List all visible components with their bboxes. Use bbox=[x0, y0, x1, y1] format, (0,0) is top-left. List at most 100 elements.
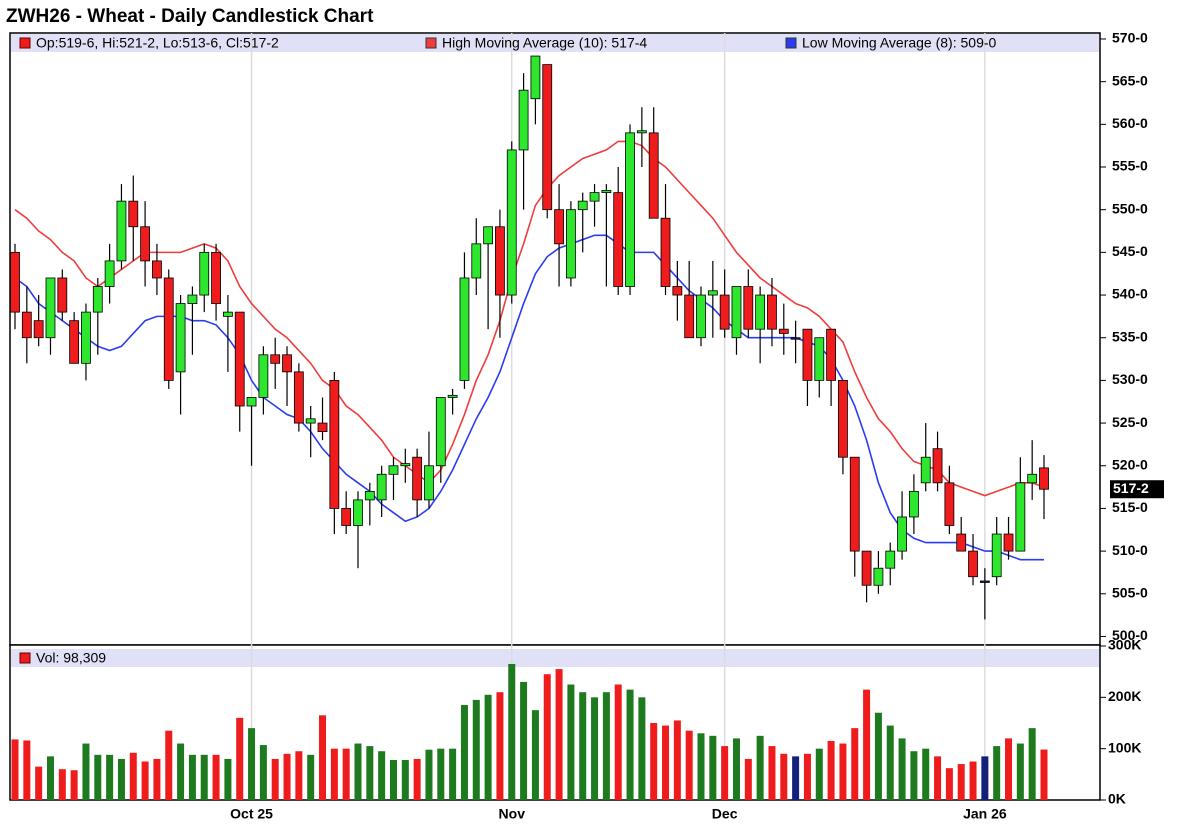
candle-body bbox=[648, 132, 659, 219]
volume-bar bbox=[1040, 749, 1048, 800]
volume-bar bbox=[82, 743, 90, 800]
candle-body bbox=[601, 190, 612, 194]
y-tick-label: 545-0 bbox=[1112, 243, 1148, 259]
volume-bar bbox=[425, 749, 433, 800]
volume-bar bbox=[792, 756, 800, 800]
candle-body bbox=[10, 251, 20, 313]
volume-bar bbox=[567, 684, 575, 800]
legend-swatch bbox=[425, 37, 437, 49]
volume-bar bbox=[389, 759, 397, 800]
volume-bar bbox=[117, 758, 125, 800]
volume-bar bbox=[886, 725, 894, 800]
volume-bar bbox=[756, 735, 764, 800]
y-tick-label: 565-0 bbox=[1112, 72, 1148, 88]
x-tick-label: Oct 25 bbox=[230, 806, 273, 822]
candle-body bbox=[743, 286, 754, 330]
candle-body bbox=[483, 226, 494, 245]
volume-bar bbox=[23, 740, 31, 800]
volume-bar bbox=[496, 692, 504, 800]
legend-ohlc: Op:519-6, Hi:521-2, Lo:513-6, Cl:517-2 bbox=[36, 35, 279, 51]
volume-bar bbox=[579, 692, 587, 800]
volume-bar bbox=[555, 669, 563, 800]
candle-body bbox=[861, 550, 872, 586]
candle-body bbox=[814, 337, 825, 381]
volume-bar bbox=[863, 689, 871, 800]
candle-body bbox=[81, 311, 91, 364]
volume-bar bbox=[437, 748, 445, 800]
candle-body bbox=[565, 209, 576, 279]
volume-bar bbox=[543, 674, 551, 800]
candle-body bbox=[175, 303, 186, 373]
volume-bar bbox=[685, 730, 693, 800]
candle-body bbox=[152, 260, 162, 279]
volume-bar bbox=[1016, 743, 1024, 800]
candle-body bbox=[21, 311, 32, 339]
y-tick-label: 505-0 bbox=[1112, 584, 1148, 600]
candle-body bbox=[542, 64, 553, 211]
candle-body bbox=[329, 379, 340, 509]
volume-tick-label: 0K bbox=[1108, 791, 1126, 807]
volume-bar bbox=[401, 759, 409, 800]
candle-body bbox=[767, 294, 777, 330]
volume-bar bbox=[815, 748, 823, 800]
legend-swatch bbox=[785, 37, 797, 49]
candle-body bbox=[802, 328, 813, 381]
volume-bar bbox=[780, 753, 788, 800]
volume-bar bbox=[319, 715, 327, 800]
volume-bar bbox=[508, 663, 516, 800]
volume-bar bbox=[248, 728, 256, 800]
candle-body bbox=[613, 192, 624, 287]
y-tick-label: 555-0 bbox=[1112, 158, 1148, 174]
candle-body bbox=[128, 200, 139, 228]
y-tick-label: 535-0 bbox=[1112, 328, 1148, 344]
candle-body bbox=[849, 456, 860, 552]
candle-body bbox=[755, 294, 766, 330]
candle-body bbox=[364, 490, 375, 501]
candle-body bbox=[293, 371, 304, 424]
y-tick-label: 500-0 bbox=[1112, 627, 1148, 643]
candle-body bbox=[317, 422, 328, 433]
candle-body bbox=[826, 328, 837, 381]
legend-band bbox=[11, 34, 1099, 52]
chart-title: ZWH26 - Wheat - Daily Candlestick Chart bbox=[6, 6, 374, 27]
volume-bar bbox=[70, 770, 78, 800]
volume-bar bbox=[626, 689, 634, 800]
candle-body bbox=[305, 418, 316, 424]
volume-bar bbox=[934, 756, 942, 800]
volume-bar bbox=[922, 748, 930, 800]
volume-bar bbox=[342, 748, 350, 800]
candle-body bbox=[672, 286, 683, 296]
candle-body bbox=[707, 290, 718, 296]
candle-body bbox=[873, 567, 884, 586]
candle-body bbox=[790, 337, 801, 340]
candle-body bbox=[920, 456, 931, 484]
candle-body bbox=[104, 260, 115, 287]
volume-bar bbox=[484, 694, 492, 800]
y-tick-label: 520-0 bbox=[1112, 456, 1148, 472]
volume-bar bbox=[177, 743, 185, 800]
candle-body bbox=[388, 465, 399, 475]
volume-tick-label: 200K bbox=[1108, 688, 1141, 704]
volume-bar bbox=[709, 735, 717, 800]
candle-body bbox=[459, 277, 470, 381]
moving-average-line bbox=[14, 234, 1044, 561]
candle-body bbox=[636, 130, 647, 134]
volume-bar bbox=[165, 730, 173, 800]
candle-body bbox=[589, 192, 600, 202]
y-tick-label: 560-0 bbox=[1112, 115, 1148, 131]
volume-bar bbox=[58, 769, 66, 800]
candle-body bbox=[684, 294, 695, 339]
volume-bar bbox=[839, 743, 847, 800]
candle-body bbox=[518, 89, 529, 151]
volume-bar bbox=[697, 733, 705, 800]
candle-body bbox=[246, 397, 257, 407]
candle-body bbox=[897, 516, 907, 552]
volume-bar bbox=[449, 748, 457, 800]
candle-body bbox=[944, 482, 955, 526]
volume-bar bbox=[638, 697, 646, 800]
volume-bar bbox=[330, 748, 338, 800]
x-tick-label: Jan 26 bbox=[963, 806, 1007, 822]
candle-body bbox=[838, 379, 848, 458]
volume-bar bbox=[35, 766, 43, 800]
volume-bar bbox=[212, 754, 220, 800]
